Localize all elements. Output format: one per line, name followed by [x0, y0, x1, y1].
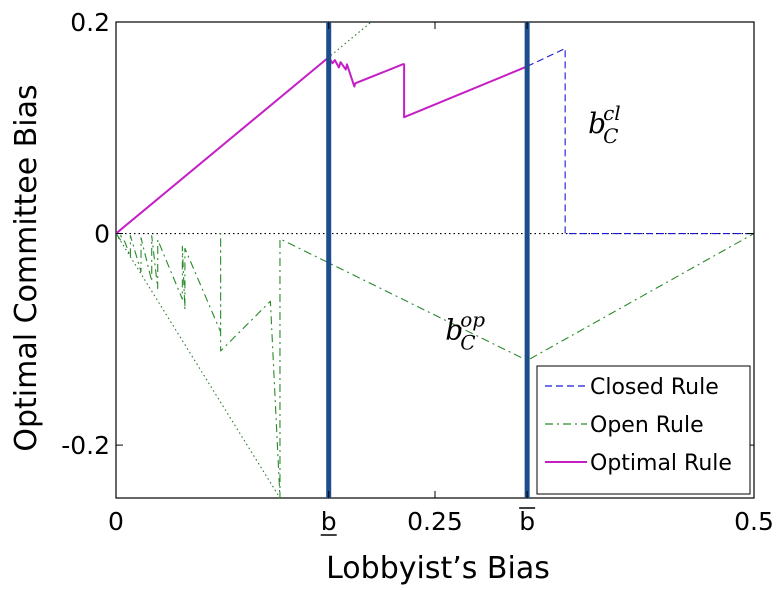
x-tick-label-1: b	[321, 507, 337, 536]
y-axis: 0.2 0 -0.2	[61, 8, 754, 460]
x-axis-label: Lobbyist’s Bias	[326, 551, 550, 586]
legend-box	[536, 365, 751, 495]
legend-label-closed-rule: Closed Rule	[590, 375, 719, 400]
series-optimal-rule	[116, 56, 528, 235]
series-layer	[116, 47, 754, 498]
y-tick-label-1: 0	[94, 220, 110, 249]
annotation-superscript: cl	[603, 101, 621, 125]
vertical-markers	[326, 22, 530, 498]
annotation-subscript: C	[460, 330, 475, 354]
legend-label-open-rule: Open Rule	[590, 413, 704, 438]
plot-area	[115, 21, 755, 499]
legend: Closed Rule Open Rule Optimal Rule	[536, 365, 751, 495]
y-tick-label-0: 0.2	[70, 8, 110, 37]
series-closed-rule	[526, 47, 754, 235]
y-axis-label: Optimal Committee Bias	[9, 84, 44, 451]
y-tick-label-2: -0.2	[61, 431, 110, 460]
annotation-base: b	[588, 107, 606, 140]
annotation-subscript: C	[603, 124, 618, 148]
x-tick-label-2: 0.25	[407, 507, 463, 536]
x-axis: 0 b 0.25 b 0.5	[108, 22, 774, 536]
annotation-base: b	[445, 313, 463, 346]
x-tick-label-4: 0.5	[734, 507, 774, 536]
x-tick-label-3: b	[519, 507, 535, 536]
annotation-superscript: op	[460, 307, 485, 331]
x-tick-label-0: 0	[108, 507, 124, 536]
legend-label-optimal-rule: Optimal Rule	[590, 451, 732, 476]
